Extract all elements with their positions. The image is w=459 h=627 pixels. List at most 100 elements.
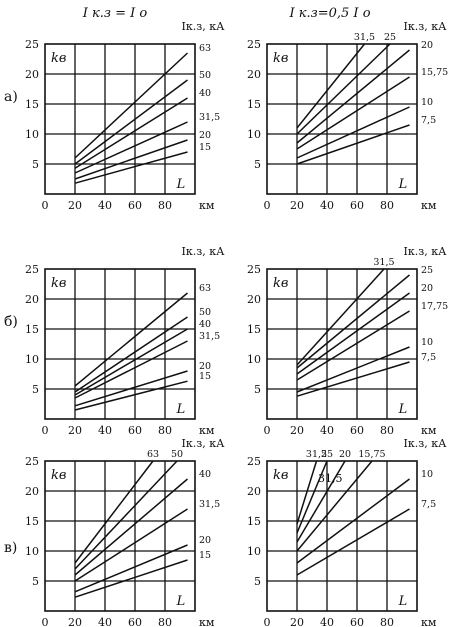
y-tick-label: 20: [25, 485, 39, 498]
x-tick-label: 0: [264, 616, 271, 627]
chart-2: 0 20 40 60 80 5 10 15 20 25 км Lkв Iк.з, кА 31,5 25 20 1…: [247, 20, 448, 212]
series-label: 31,5: [199, 499, 220, 510]
x-unit-label: км: [421, 199, 437, 212]
x-tick-label: 0: [42, 199, 49, 212]
series-line: [74, 478, 188, 576]
x-unit-label: км: [199, 424, 215, 437]
y-axis-label: kв: [51, 51, 66, 66]
y-tick-label: 10: [25, 545, 39, 558]
y-axis-label: kв: [273, 468, 288, 483]
legend-title: Iк.з, кА: [182, 20, 226, 33]
x-tick-label: 40: [320, 424, 334, 437]
header-right: I к.з=0,5 I о: [288, 6, 370, 21]
y-tick-label: 10: [247, 353, 261, 366]
series-label: 15: [199, 142, 211, 153]
y-tick-label: 25: [25, 455, 39, 468]
x-tick-label: 80: [158, 199, 172, 212]
y-axis-label: kв: [273, 276, 288, 291]
series-line: [296, 460, 373, 552]
series-line: [296, 346, 410, 393]
y-tick-label: 25: [25, 263, 39, 276]
series-label: 20: [199, 535, 211, 546]
x-tick-label: 80: [158, 424, 172, 437]
series-line: [296, 268, 385, 366]
x-axis-label: L: [398, 402, 408, 417]
plot-frame: [44, 460, 196, 612]
series-label: 63: [199, 283, 211, 294]
x-axis-label: L: [176, 402, 186, 417]
x-tick-label: 40: [98, 616, 112, 627]
series-line: [296, 292, 410, 375]
x-tick-label: 80: [158, 616, 172, 627]
series-label: 15: [199, 371, 211, 382]
x-tick-label: 20: [290, 424, 304, 437]
y-tick-label: 20: [25, 68, 39, 81]
series-line: [296, 478, 410, 564]
series-line: [74, 79, 188, 165]
series-line: [74, 380, 188, 411]
y-tick-label: 15: [25, 98, 39, 111]
plot-frame: [44, 268, 196, 420]
y-tick-label: 10: [25, 353, 39, 366]
series-label: 20: [199, 130, 211, 141]
y-tick-label: 15: [25, 515, 39, 528]
legend-title: Iк.з, кА: [182, 437, 226, 450]
legend-title: Iк.з, кА: [182, 245, 226, 258]
series-line: [296, 460, 328, 534]
series-line: [296, 49, 410, 144]
chart-4: 0 20 40 60 80 5 10 15 20 25 км Lkв Iк.з, кА 31,5 25 20 1…: [247, 245, 448, 437]
y-tick-label: 25: [25, 38, 39, 51]
x-tick-label: 60: [128, 424, 142, 437]
series-line: [74, 559, 188, 598]
y-tick-label: 20: [247, 293, 261, 306]
plot-frame: [44, 43, 196, 195]
legend-title: Iк.з, кА: [404, 437, 448, 450]
x-tick-label: 80: [380, 616, 394, 627]
series-label: 25: [321, 449, 333, 460]
y-tick-label: 25: [247, 38, 261, 51]
series-label: 50: [171, 449, 183, 460]
series-label: 20: [421, 283, 433, 294]
y-axis-label: kв: [51, 276, 66, 291]
x-axis-label: L: [176, 177, 186, 192]
series-line: [74, 52, 189, 159]
series-label: 31,5: [199, 331, 220, 342]
series-label: 10: [421, 337, 433, 348]
series-label: 40: [199, 88, 211, 99]
series-line: [74, 460, 178, 570]
y-tick-label: 15: [247, 98, 261, 111]
x-unit-label: км: [421, 424, 437, 437]
series-label: 40: [199, 469, 211, 480]
x-tick-label: 60: [128, 616, 142, 627]
y-tick-label: 20: [25, 293, 39, 306]
plot-frame: [266, 460, 418, 612]
x-axis-label: L: [398, 594, 408, 609]
series-line: [74, 460, 154, 564]
x-tick-label: 0: [42, 424, 49, 437]
series-label: 31,5: [199, 112, 220, 123]
x-tick-label: 40: [98, 199, 112, 212]
x-tick-label: 0: [42, 616, 49, 627]
series-line: [296, 106, 410, 159]
x-tick-label: 60: [128, 199, 142, 212]
series-label: 20: [421, 40, 433, 51]
series-line: [296, 460, 318, 525]
series-label: 15,75: [421, 67, 448, 78]
y-axis-label: kв: [273, 51, 288, 66]
series-label: 25: [384, 32, 396, 43]
y-tick-label: 5: [32, 158, 39, 171]
row-label-a: а): [4, 89, 18, 105]
x-tick-label: 20: [290, 199, 304, 212]
x-tick-label: 40: [98, 424, 112, 437]
series-line: [74, 151, 188, 184]
x-axis-label: L: [176, 594, 186, 609]
series-line: [74, 121, 188, 174]
row-label-v: в): [4, 540, 17, 556]
x-axis-label: L: [398, 177, 408, 192]
series-line: [296, 43, 391, 135]
series-label: 17,75: [421, 301, 448, 312]
series-line: [74, 97, 188, 169]
y-tick-label: 15: [25, 323, 39, 336]
